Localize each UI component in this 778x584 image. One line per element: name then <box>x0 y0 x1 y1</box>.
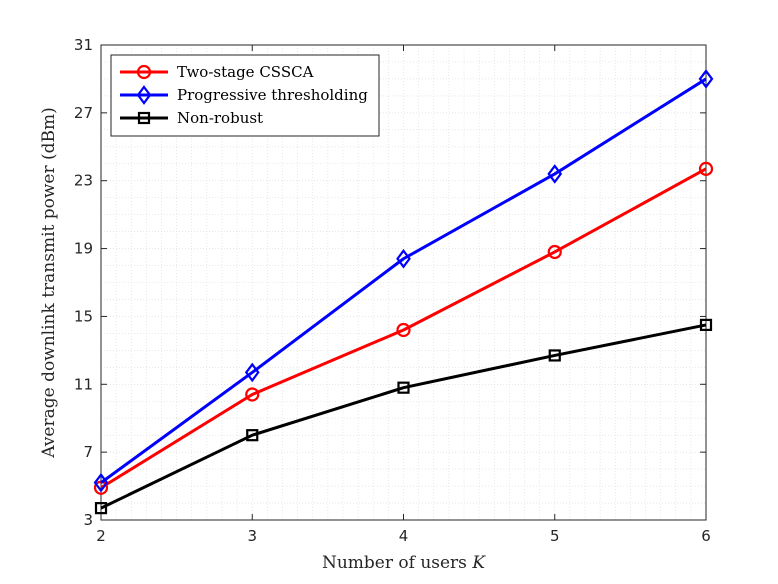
data-point <box>698 69 714 89</box>
legend: Two-stage CSSCA Progressive thresholding N… <box>110 54 380 137</box>
x-tick-label: 3 <box>247 527 257 545</box>
y-tick-label: 23 <box>74 172 93 190</box>
data-point <box>246 429 259 442</box>
data-point <box>396 248 411 269</box>
legend-marker <box>136 85 152 105</box>
data-point <box>244 362 260 383</box>
legend-marker <box>137 111 151 125</box>
series-line <box>100 77 707 484</box>
legend-marker <box>136 64 152 80</box>
data-point <box>547 164 563 184</box>
series-line <box>100 323 707 510</box>
x-tick-label: 4 <box>399 527 409 545</box>
data-point <box>397 381 410 394</box>
y-tick-label: 27 <box>74 104 93 122</box>
data-point <box>548 349 561 362</box>
series-line <box>100 167 707 490</box>
x-tick-label: 6 <box>701 527 711 545</box>
x-axis-label-variable: K <box>471 553 486 573</box>
y-tick-label: 15 <box>74 307 93 325</box>
y-tick-label: 11 <box>74 375 93 393</box>
y-axis-label: Average downlink transmit power (dBm) <box>39 107 59 459</box>
x-axis-label-text: Number of users <box>322 553 472 573</box>
data-point <box>245 387 260 402</box>
legend-label: Non-robust <box>177 109 263 127</box>
y-tick-label: 19 <box>74 240 93 258</box>
series-layer <box>93 69 714 515</box>
data-point <box>93 472 109 493</box>
series-two-stage-cssca <box>93 161 714 495</box>
x-tick-label: 5 <box>550 527 560 545</box>
y-tick-label: 31 <box>74 36 93 54</box>
data-point <box>94 502 108 515</box>
legend-label: Two-stage CSSCA <box>177 63 314 81</box>
series-non-robust <box>94 318 713 515</box>
legend-item: Progressive thresholding <box>120 85 368 105</box>
data-point <box>699 318 713 332</box>
y-tick-label: 7 <box>83 443 93 461</box>
data-point <box>396 322 411 338</box>
series-progressive-thresholding <box>93 69 714 493</box>
legend-label: Progressive thresholding <box>177 86 368 104</box>
x-axis-label: Number of users K <box>322 553 486 573</box>
x-tick-label: 2 <box>96 527 106 545</box>
y-tick-label: 3 <box>83 511 93 529</box>
data-point <box>547 244 562 260</box>
legend-item: Two-stage CSSCA <box>120 63 314 81</box>
legend-item: Non-robust <box>120 109 263 127</box>
data-point <box>698 161 714 176</box>
